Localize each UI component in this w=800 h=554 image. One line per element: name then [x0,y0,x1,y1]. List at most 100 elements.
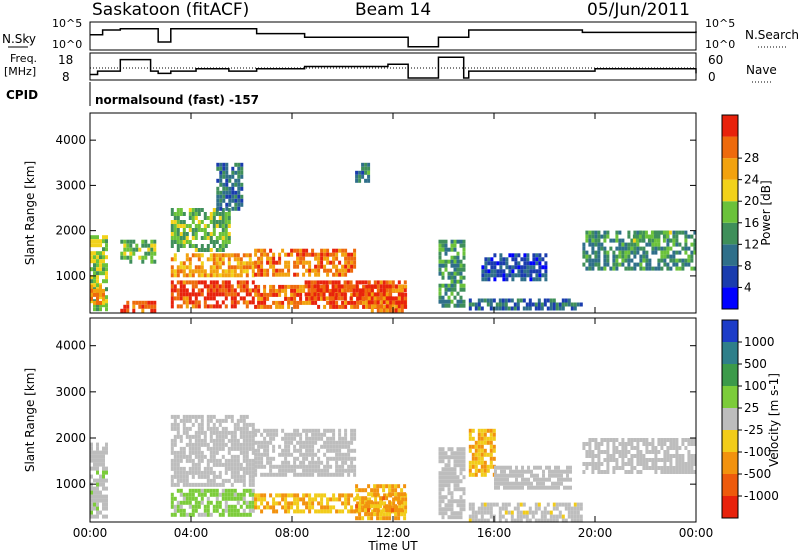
vel-cell [459,467,463,472]
vel-cell [251,438,255,443]
vel-cell [90,442,93,447]
vel-cell [675,458,679,462]
power-cbar-label: Power [dB] [759,180,773,245]
vel-cell [549,514,553,519]
power-cell [230,273,234,278]
vel-cell [293,456,297,461]
power-cell [541,265,545,270]
power-cell [230,269,234,274]
vel-cell [197,446,201,451]
power-cell [630,258,634,263]
power-cell [343,288,347,293]
vel-cell [621,450,625,454]
power-cell [529,261,533,266]
vel-cell [534,506,538,511]
power-cell [453,295,457,300]
power-cell [600,242,604,247]
vel-cell [483,452,487,457]
vel-cell [651,450,655,454]
vel-cell [314,440,318,445]
power-cbar-tick-label: 16 [744,216,759,230]
vel-cell [394,512,398,517]
power-cell [105,287,108,292]
vel-cbar-swatch [722,364,738,386]
vel-cell [530,485,533,490]
power-cell [525,302,529,307]
power-cell [672,230,676,235]
power-cell [453,243,457,248]
power-cell [239,265,243,270]
power-cell [549,298,553,303]
vel-cell [350,428,354,433]
power-cell [350,304,354,309]
power-cell [234,194,238,199]
power-cell [209,253,213,258]
power-cell [630,238,634,243]
vel-cell [391,488,395,493]
power-cell [484,273,488,278]
vel-cell [353,428,357,433]
vel-cell [663,442,667,446]
power-cell [203,212,207,216]
power-cell [90,259,93,264]
power-cell [597,266,601,271]
vel-cell [438,471,442,476]
power-cell [290,300,294,305]
power-cell [212,216,216,220]
power-cell [585,254,589,259]
vel-cell [344,432,348,437]
vel-cell [263,497,267,502]
vel-cell [459,515,463,520]
vel-cell [338,440,342,445]
vel-cell [221,492,225,497]
power-cell [293,284,297,289]
vel-cell [371,509,375,514]
vel-cell [170,512,174,517]
power-cell [382,296,386,301]
vel-cell [105,478,108,483]
vel-cell [534,518,538,523]
power-cell [99,288,102,293]
power-cell [532,257,536,262]
vel-cell [200,414,204,419]
power-cell [319,280,323,285]
vel-cell [594,442,598,446]
vel-cell [218,438,222,443]
power-cell [684,242,688,247]
vel-cell [251,492,255,497]
vel-cell [296,505,300,510]
vel-cell [404,509,408,514]
vel-cell [191,434,195,439]
vel-cell [251,450,255,455]
power-cell [99,267,102,272]
vel-cell [403,492,407,497]
vel-cell [206,488,210,493]
power-cell [453,303,457,308]
power-cell [194,280,198,285]
vel-cell [251,426,255,431]
vel-cell [272,509,276,514]
vel-cell [197,438,201,443]
vel-cell [230,414,234,419]
power-cell [197,224,201,228]
power-cell [123,243,127,248]
power-cell [481,277,485,282]
vel-cell [302,493,306,498]
vel-cell [669,466,673,470]
vel-cell [302,456,306,461]
power-cell [234,182,238,187]
power-cell [105,275,108,280]
vel-cell [678,454,682,458]
vel-cell [500,477,503,482]
vel-cell [383,493,387,498]
power-cell [191,236,195,240]
power-cell [644,230,648,235]
power-cell [197,304,201,309]
vel-cell [522,514,526,519]
power-cell [132,251,136,256]
power-cell [293,272,297,277]
power-cell [344,272,348,277]
vel-cell [251,488,255,493]
vel-cell [335,460,339,465]
